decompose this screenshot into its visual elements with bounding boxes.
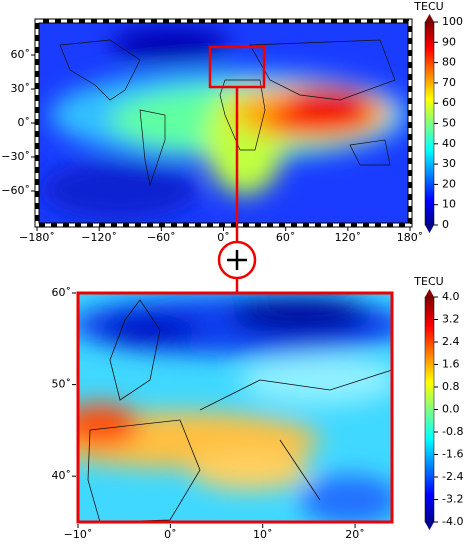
colorbar-end [425,289,434,297]
x-tick-label: 60˚ [276,231,296,244]
colorbar-tick-label: 2.4 [442,335,460,348]
colorbar-title: TECU [413,275,443,288]
colorbar-tick-label: 70 [442,76,456,89]
colorbar-tick-label: 90 [442,35,456,48]
colorbar-tick-label: 10 [442,198,456,211]
x-tick-label: −180˚ [19,231,55,244]
colorbar-end [425,225,434,233]
colorbar-tick-label: 0.0 [442,403,460,416]
global-field [37,21,410,225]
colorbar-tick-label: 1.6 [442,358,460,371]
x-tick-label: 0˚ [217,231,230,244]
colorbar-tick-label: 50 [442,117,456,130]
zoom-frame [76,291,394,524]
colorbar-tick-label: 3.2 [442,313,460,326]
colorbar-tick-label: -4.0 [442,515,463,528]
y-tick-label: −30˚ [1,150,30,163]
x-tick-label: 180˚ [397,231,424,244]
colorbar-end [425,522,434,530]
colorbar-tick-label: -0.8 [442,425,463,438]
x-tick-label: −60˚ [147,231,176,244]
x-tick-label: −10˚ [64,528,93,541]
colorbar-tick-label: 80 [442,56,456,69]
y-tick-label: 50˚ [52,378,72,391]
colorbar-tick-label: 20 [442,177,456,190]
zoom-field [78,293,392,522]
y-tick-label: 30˚ [11,82,31,95]
y-tick-label: 60˚ [52,286,72,299]
colorbar [424,21,435,226]
x-tick-label: −120˚ [81,231,117,244]
colorbar-tick-label: 4.0 [442,290,460,303]
colorbar-end [425,14,434,22]
colorbar-tick-label: -3.2 [442,493,463,506]
colorbar-tick-label: -2.4 [442,470,463,483]
y-tick-label: 40˚ [52,469,72,482]
x-tick-label: 120˚ [335,231,362,244]
colorbar-tick-label: 30 [442,157,456,170]
x-tick-label: 20˚ [345,528,365,541]
colorbar-tick-label: 100 [442,15,463,28]
y-tick-label: 0˚ [18,116,31,129]
x-tick-label: 0˚ [164,528,177,541]
colorbar-tick-label: 0.8 [442,380,460,393]
colorbar-tick-label: -1.6 [442,448,463,461]
colorbar [424,296,435,523]
map-frame [34,18,413,228]
colorbar-tick-label: 60 [442,96,456,109]
y-tick-label: −60˚ [1,184,30,197]
y-tick-label: 60˚ [11,48,31,61]
colorbar-tick-label: 0 [442,218,449,231]
colorbar-title: TECU [413,0,443,13]
colorbar-tick-label: 40 [442,137,456,150]
x-tick-label: 10˚ [253,528,273,541]
